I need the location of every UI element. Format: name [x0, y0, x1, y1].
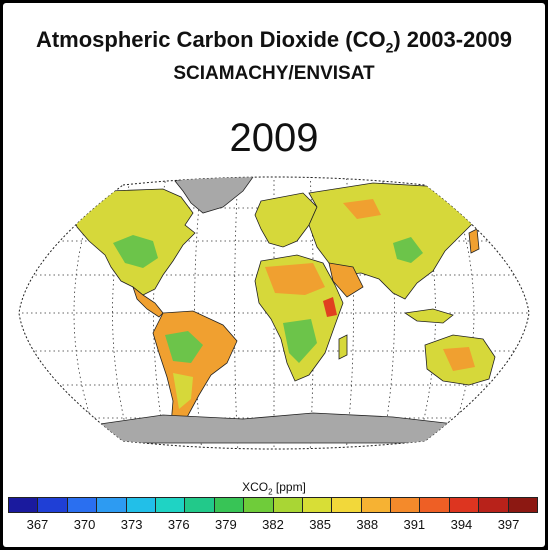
colorbar-tick-label: 385: [309, 517, 331, 532]
colorbar: [8, 497, 538, 513]
colorbar-tick-label: 373: [120, 517, 143, 532]
colorbar-swatch: [9, 498, 39, 512]
indonesia: [403, 308, 454, 324]
madagascar: [338, 334, 348, 360]
colorbar-swatch: [420, 498, 450, 512]
europe: [254, 192, 318, 248]
antarctica: [71, 412, 485, 444]
colorbar-tick-label: 382: [262, 517, 284, 532]
colorbar-swatch: [126, 498, 156, 512]
chart-title: Atmospheric Carbon Dioxide (CO2) 2003-20…: [35, 27, 513, 56]
new-zealand: [506, 386, 516, 406]
colorbar-tick-label: 394: [450, 517, 473, 532]
colorbar-tick-label: 397: [497, 517, 520, 532]
colorbar-swatch: [302, 498, 333, 512]
colorbar-tick-label: 367: [26, 517, 49, 532]
colorbar-swatch: [332, 498, 362, 512]
central-america: [132, 285, 164, 318]
world-map: [18, 176, 530, 450]
greenland: [174, 177, 254, 214]
colorbar-tick-label: 379: [215, 517, 237, 532]
year-label: 2009: [229, 116, 319, 160]
colorbar-swatch: [244, 498, 274, 512]
colorbar-swatch: [479, 498, 509, 512]
colorbar-ticks: 367 370 373 376 379 382 385 388 391 394 397: [8, 517, 538, 533]
colorbar-swatch: [97, 498, 127, 512]
colorbar-swatch: [38, 498, 68, 512]
colorbar-tick-label: 388: [356, 517, 379, 532]
colorbar-swatch: [449, 498, 480, 512]
colorbar-swatch: [391, 498, 421, 512]
colorbar-swatch: [361, 498, 392, 512]
figure-frame: Atmospheric Carbon Dioxide (CO2) 2003-20…: [3, 3, 545, 547]
chart-subtitle: SCIAMACHY/ENVISAT: [173, 63, 375, 84]
japan: [468, 228, 480, 254]
colorbar-swatch: [273, 498, 303, 512]
colorbar-tick-label: 370: [73, 517, 96, 532]
colorbar-label: XCO2 [ppm]: [242, 480, 306, 497]
colorbar-swatch: [67, 498, 98, 512]
colorbar-tick-label: 376: [167, 517, 190, 532]
colorbar-tick-label: 391: [403, 517, 426, 532]
colorbar-swatch: [508, 498, 538, 512]
arabian-peninsula: [328, 262, 364, 298]
colorbar-swatch: [185, 498, 215, 512]
colorbar-swatch: [214, 498, 245, 512]
colorbar-swatch: [155, 498, 186, 512]
landmasses: [68, 177, 516, 444]
